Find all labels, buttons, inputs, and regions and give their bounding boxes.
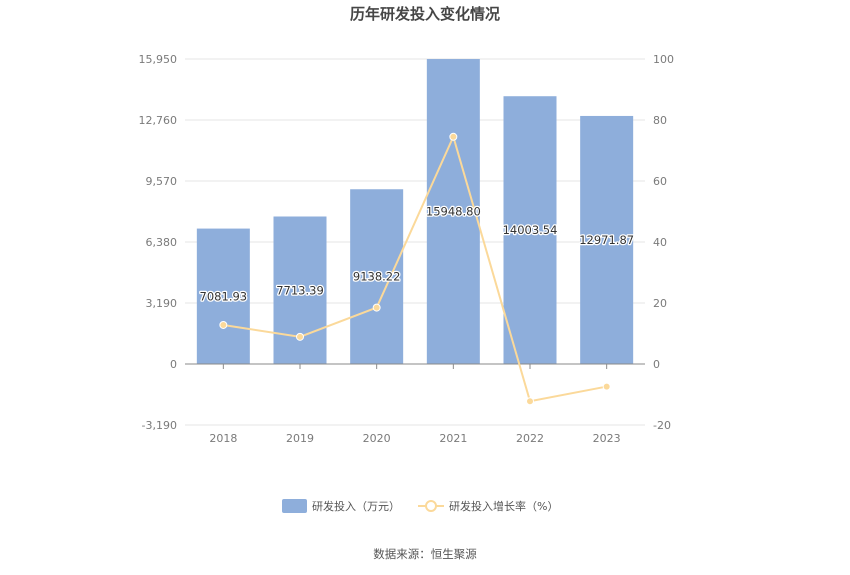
right-axis-tick-label: 40: [653, 236, 667, 249]
legend-item-bar[interactable]: 研发投入（万元）: [282, 499, 400, 513]
left-axis-tick-label: 15,950: [139, 53, 178, 66]
right-axis-tick-label: 80: [653, 114, 667, 127]
source-note: 数据来源：恒生聚源: [373, 547, 477, 561]
x-axis-tick-label: 2018: [209, 432, 237, 445]
bar-2018: [196, 228, 250, 364]
legend-bar-label: 研发投入（万元）: [312, 499, 400, 513]
right-axis-tick-label: -20: [653, 419, 671, 432]
growth-rate-point-2019: [296, 332, 304, 341]
bar-2020: [350, 189, 404, 364]
line-layer: [219, 132, 611, 406]
x-axis-tick-label: 2020: [363, 432, 391, 445]
legend: 研发投入（万元） 研发投入增长率（%）: [282, 499, 558, 513]
legend-line-label: 研发投入增长率（%）: [449, 499, 558, 513]
x-axis-tick-label: 2023: [593, 432, 621, 445]
right-axis-tick-label: 60: [653, 175, 667, 188]
bar-value-label: 9138.22: [353, 270, 401, 284]
bar-layer: [196, 59, 634, 365]
legend-bar-swatch: [282, 499, 307, 513]
right-axis-tick-label: 0: [653, 358, 660, 371]
left-axis-tick-label: 0: [170, 358, 177, 371]
bar-value-label: 15948.80: [426, 205, 481, 219]
right-axis-tick-label: 20: [653, 297, 667, 310]
bar-2022: [503, 96, 557, 365]
label-layer: 7081.93 7713.39 9138.22 15948.80 14003.54 129…: [198, 203, 635, 304]
grid-layer: [185, 58, 645, 426]
growth-rate-point-2023: [602, 382, 611, 391]
x-axis-tick-label: 2021: [439, 432, 467, 445]
growth-rate-point-2022: [526, 397, 534, 406]
right-axis-tick-label: 100: [653, 53, 674, 66]
left-axis-tick-label: -3,190: [142, 419, 177, 432]
growth-rate-line: [223, 133, 607, 403]
growth-rate-point-2018: [219, 320, 228, 329]
x-axis-tick-label: 2022: [516, 432, 544, 445]
legend-line-marker: [425, 500, 437, 512]
bar-2021: [426, 59, 480, 364]
chart-title: 历年研发投入变化情况: [350, 5, 500, 23]
bar-value-label: 7713.39: [276, 283, 324, 297]
bar-value-label: 14003.54: [503, 223, 558, 237]
x-axis-tick-label: 2019: [286, 432, 314, 445]
left-axis-tick-label: 6,380: [146, 236, 178, 249]
bar-value-label: 12971.87: [579, 233, 634, 247]
legend-item-line[interactable]: 研发投入增长率（%）: [418, 499, 558, 513]
left-axis-tick-label: 12,760: [139, 114, 178, 127]
bar-2023: [580, 115, 634, 364]
growth-rate-point-2020: [372, 303, 381, 312]
left-axis-tick-label: 3,190: [146, 297, 178, 310]
axis-layer: 15,950 12,760 9,570 6,380 3,190 0 -3,190 100 80 6…: [139, 53, 675, 445]
left-axis-tick-label: 9,570: [146, 175, 178, 188]
growth-rate-point-2021: [449, 132, 458, 141]
bar-value-label: 7081.93: [200, 289, 248, 303]
